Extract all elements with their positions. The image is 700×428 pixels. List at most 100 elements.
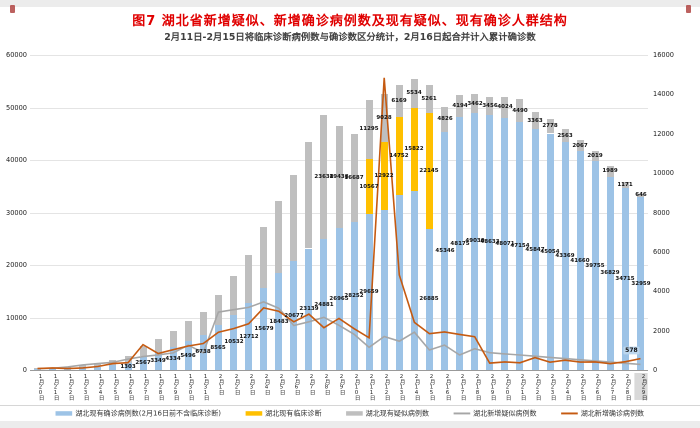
bar-segment-series0 [290,261,298,370]
red-mark-decoration [10,5,15,13]
bar-value-label: 3456 [482,102,498,109]
bar-value-label: 15679 [254,325,274,332]
bar-value-label: 5261 [421,95,438,102]
bar-segment-series0 [350,221,358,370]
bar-segment-series0 [184,341,192,370]
x-axis-label: 2月23日 [549,373,556,400]
x-axis-label: 1月30日 [187,373,194,400]
bar-segment-series0 [531,129,539,370]
bar-value-label: 43369 [555,252,575,259]
bar-segment-series2 [335,126,343,229]
bar-value-label: 45054 [540,248,560,255]
legend-item-2[interactable]: 湖北现有疑似病例数 [346,408,429,418]
bar-segment-series1 [425,112,433,229]
bar-value-label: 6738 [195,348,211,356]
x-axis-label: 1月28日 [157,373,164,400]
x-axis-label: 2月16日 [443,373,450,400]
bar-segment-series0 [456,117,464,370]
bar-value-label: 12922 [374,172,394,179]
y-axis-right-tick: 16000 [653,50,674,59]
top-gray-strip [0,0,700,7]
bar-value-label: 26965 [329,295,349,302]
chart-legend: 湖北现有确诊病例数(2月16日前不含临床诊断) 湖北现有临床诊断 湖北现有疑似病例数… [0,408,700,424]
bar-segment-series2 [576,140,584,152]
bar-segment-series2 [516,98,524,123]
x-axis-label: 2月1日 [217,373,224,395]
chart-title: 图7 湖北省新增疑似、新增确诊病例数及现有疑似、现有确诊人群结构 [132,14,568,29]
legend-divider [0,405,700,406]
y-axis-right-tick: 8000 [653,208,670,217]
bar-segment-series0 [425,228,433,370]
line-0 [37,301,641,370]
bar-value-label: 1989 [602,168,618,175]
bar-value-label: 2778 [542,122,558,129]
bar-segment-series2 [275,200,283,273]
bar-value-label: 49030 [465,237,485,245]
bar-segment-series2 [471,94,479,113]
bar-segment-series0 [501,117,509,370]
y-axis-right-tick: 10000 [653,168,674,177]
bar-value-label: 14752 [389,152,409,159]
legend-item-1[interactable]: 湖北现有临床诊断 [245,408,322,418]
bar-value-label: 45847 [525,246,545,253]
x-axis-label: 2月15日 [428,373,435,400]
legend-item-3[interactable]: 湖北新增疑似病例数 [453,408,537,418]
x-axis-label: 2月6日 [293,373,300,395]
x-axis-label: 2月22日 [534,373,541,400]
bar-value-label: 6169 [391,97,407,104]
bar-segment-series0 [245,303,253,370]
x-axis-label: 1月20日 [36,373,43,400]
bar-segment-series2 [456,95,464,118]
legend-swatch-icon [453,412,471,415]
legend-swatch-icon [55,410,73,416]
bar-segment-series2 [214,294,222,326]
line-series-layer [37,77,641,370]
bar-segment-series0 [576,151,584,370]
bar-segment-series0 [34,368,41,370]
gridline [30,107,648,109]
bar-segment-series2 [425,85,433,113]
bar-value-label: 1171 [617,181,634,188]
bar-segment-series0 [441,131,448,370]
legend-swatch-icon [346,410,363,416]
bar-segment-series0 [305,248,313,370]
x-axis-label: 2月2日 [232,373,239,395]
bar-segment-series2 [486,96,494,115]
bar-segment-series0 [561,142,569,370]
bar-segment-series0 [214,325,222,370]
bar-segment-series2 [621,181,629,188]
y-axis-right-tick: 14000 [653,90,674,98]
bar-segment-series2 [305,141,313,249]
bar-segment-series1 [410,107,418,191]
bar-value-label: 20677 [284,312,304,319]
y-axis-right-tick: 2000 [653,326,670,335]
legend-item-0[interactable]: 湖北现有确诊病例数(2月16日前不含临床诊断) [55,408,222,418]
y-axis-right-tick: 4000 [653,287,670,295]
bar-value-label: 4334 [165,355,181,362]
x-axis-label: 1月29日 [172,373,179,400]
line-1 [37,77,641,370]
bar-segment-series0 [260,287,268,370]
y-axis-right-tick: 6000 [653,247,670,256]
bar-segment-series0 [621,187,629,370]
y-axis-left-tick: 0 [22,365,27,374]
legend-item-4[interactable]: 湖北新增确诊病例数 [561,408,644,418]
legend-label: 湖北现有确诊病例数(2月16日前不含临床诊断) [75,409,222,418]
bar-value-label: 2019 [587,152,603,159]
x-axis-label: 1月26日 [127,373,134,400]
bar-segment-series0 [380,209,388,370]
red-mark-decoration [686,5,691,13]
bar-segment-series0 [546,133,554,370]
legend-label: 湖北新增确诊病例数 [580,409,645,418]
x-axis-label: 2月17日 [459,373,466,400]
plot-area: 1303 2567 3349 4334 5496 6738 8565 10532 12712 15… [30,55,650,371]
bar-value-label: 22145 [419,167,439,174]
chart-subtitle: 2月11日-2月15日将临床诊断病例数与确诊数区分统计，2月16日起合并计入累计… [164,31,536,43]
bar-value-label: 36829 [600,269,620,277]
bar-segment-series0 [395,194,403,370]
bar-value-label: 26885 [419,296,439,303]
legend-swatch-icon [245,410,263,416]
legend-swatch-icon [561,412,578,415]
bar-segment-series2 [184,321,192,342]
